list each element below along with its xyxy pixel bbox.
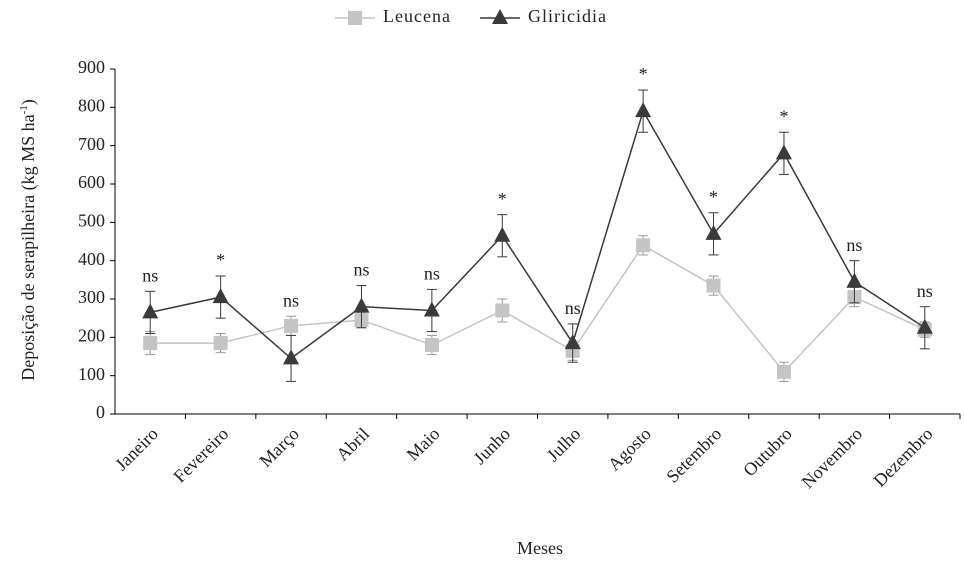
- legend-marker: [348, 11, 362, 25]
- legend-marker: [492, 9, 508, 24]
- significance-label: *: [498, 189, 507, 209]
- y-axis-label: Deposição de serapilheira (kg MS ha-1): [18, 99, 40, 381]
- y-tick-label: 700: [78, 134, 105, 154]
- data-point: [143, 336, 158, 351]
- significance-label: ns: [353, 260, 369, 280]
- y-tick-label: 400: [78, 249, 105, 269]
- significance-label: ns: [283, 290, 299, 310]
- x-tick-label: Março: [255, 424, 302, 471]
- y-label-suffix: ): [18, 99, 39, 105]
- x-tick-label: Julho: [543, 424, 585, 466]
- data-point: [846, 272, 863, 288]
- y-tick-label: 200: [78, 325, 105, 345]
- series-line: [150, 109, 926, 360]
- x-tick-label: Outubro: [739, 424, 796, 481]
- significance-label: ns: [846, 235, 862, 255]
- significance-label: ns: [142, 265, 158, 285]
- x-tick-label: Abril: [332, 424, 373, 465]
- x-tick-label: Dezembro: [869, 424, 936, 491]
- x-axis-label: Meses: [517, 538, 563, 558]
- y-tick-label: 100: [78, 364, 105, 384]
- legend-label: Gliricidia: [528, 6, 607, 26]
- data-point: [353, 297, 370, 313]
- y-tick-label: 600: [78, 172, 105, 192]
- legend-item: Leucena: [335, 6, 451, 26]
- data-point: [635, 102, 652, 118]
- data-point: [283, 349, 300, 365]
- significance-label: *: [216, 250, 225, 270]
- data-point: [636, 238, 651, 253]
- significance-label: ns: [424, 264, 440, 284]
- x-tick-label: Agosto: [604, 424, 655, 475]
- y-label-superscript: -1: [18, 105, 30, 114]
- x-tick-label: Maio: [403, 424, 444, 465]
- x-tick-label: Fevereiro: [169, 424, 232, 487]
- legend-item: Gliricidia: [480, 6, 607, 26]
- significance-label: *: [709, 187, 718, 207]
- y-tick-label: 900: [78, 57, 105, 77]
- x-tick-label: Junho: [469, 424, 514, 469]
- data-point: [424, 338, 439, 352]
- y-tick-label: 500: [78, 210, 105, 230]
- y-label-text: Deposição de serapilheira (kg MS ha: [18, 114, 39, 380]
- data-point: [564, 334, 581, 350]
- data-point: [212, 288, 229, 304]
- y-tick-label: 300: [78, 287, 105, 307]
- data-point: [494, 226, 511, 242]
- data-point: [705, 224, 722, 240]
- data-point: [495, 303, 510, 318]
- x-tick-label: Setembro: [662, 424, 725, 487]
- data-point: [284, 318, 299, 333]
- series-line: [150, 244, 926, 373]
- data-point: [706, 278, 721, 293]
- data-point: [142, 303, 159, 319]
- data-point: [213, 336, 228, 351]
- x-tick-label: Janeiro: [111, 424, 162, 475]
- significance-label: *: [779, 106, 788, 126]
- data-point: [916, 318, 933, 334]
- significance-label: ns: [565, 298, 581, 318]
- x-tick-label: Novembro: [798, 424, 867, 493]
- data-point: [776, 364, 791, 379]
- legend-label: Leucena: [383, 6, 451, 26]
- significance-label: ns: [917, 281, 933, 301]
- y-tick-label: 0: [96, 402, 105, 422]
- y-tick-label: 800: [78, 95, 105, 115]
- significance-label: *: [639, 64, 648, 84]
- data-point: [423, 301, 440, 317]
- data-point: [775, 144, 792, 160]
